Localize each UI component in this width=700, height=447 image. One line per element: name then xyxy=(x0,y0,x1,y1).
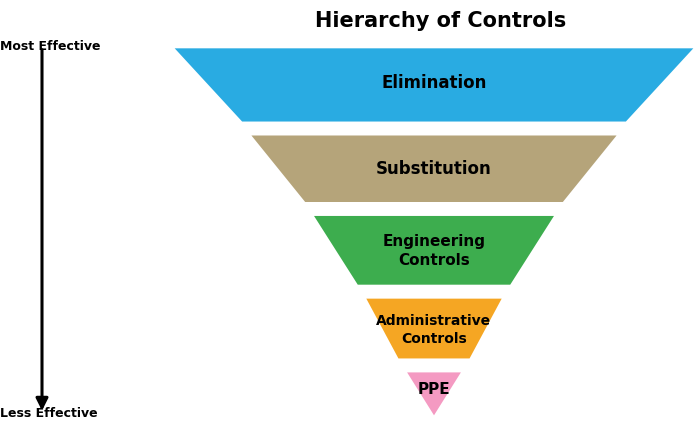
Polygon shape xyxy=(312,215,556,286)
Polygon shape xyxy=(248,134,620,203)
Text: Hierarchy of Controls: Hierarchy of Controls xyxy=(316,11,566,31)
Text: Engineering
Controls: Engineering Controls xyxy=(382,234,486,268)
Text: Elimination: Elimination xyxy=(382,74,486,92)
Text: Substitution: Substitution xyxy=(376,160,492,177)
Text: Less Effective: Less Effective xyxy=(0,407,97,420)
Polygon shape xyxy=(364,297,504,360)
Polygon shape xyxy=(405,371,463,418)
Polygon shape xyxy=(172,47,696,123)
Text: Most Effective: Most Effective xyxy=(0,40,101,53)
Text: Administrative
Controls: Administrative Controls xyxy=(377,314,491,346)
Text: PPE: PPE xyxy=(418,382,450,397)
